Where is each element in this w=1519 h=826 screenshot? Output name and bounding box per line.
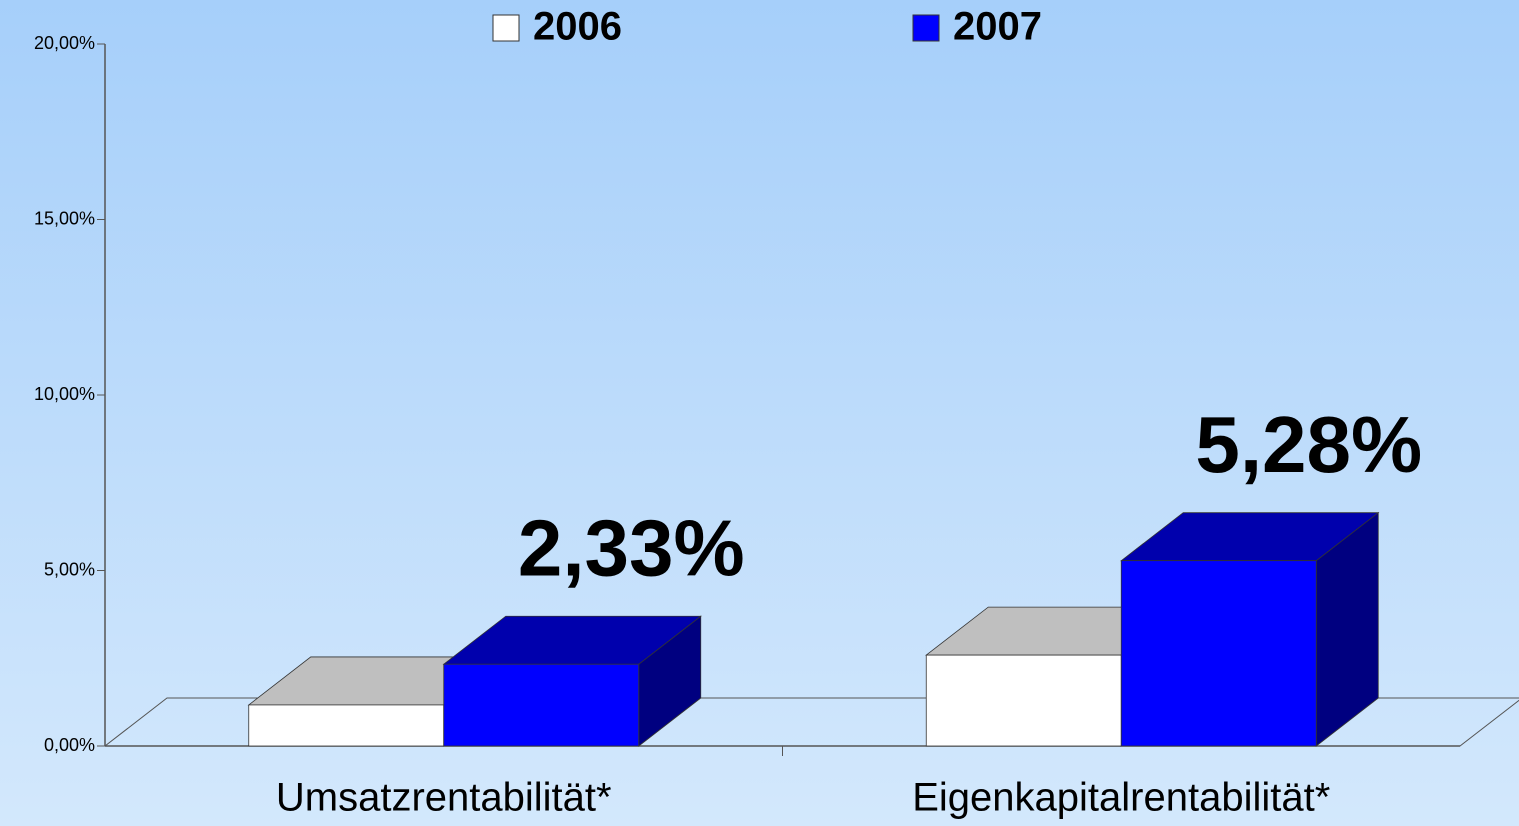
value-label: 5,28% [1195,400,1422,489]
y-tick-label: 5,00% [44,559,95,579]
x-tick-label: Umsatzrentabilität* [276,776,612,820]
y-tick-label: 0,00% [44,735,95,755]
y-tick-label: 15,00% [34,208,95,228]
y-tick-label: 10,00% [34,384,95,404]
bar [248,704,445,747]
x-tick-label: Eigenkapitalrentabilität* [912,776,1330,820]
bar [443,663,640,747]
bar [925,654,1122,747]
value-label: 2,33% [518,503,745,592]
legend-swatch [492,14,520,42]
legend-label: 2007 [953,5,1042,49]
bar [1120,560,1317,747]
legend-swatch [912,14,940,42]
legend-label: 2006 [533,5,622,49]
y-tick-label: 20,00% [34,33,95,53]
